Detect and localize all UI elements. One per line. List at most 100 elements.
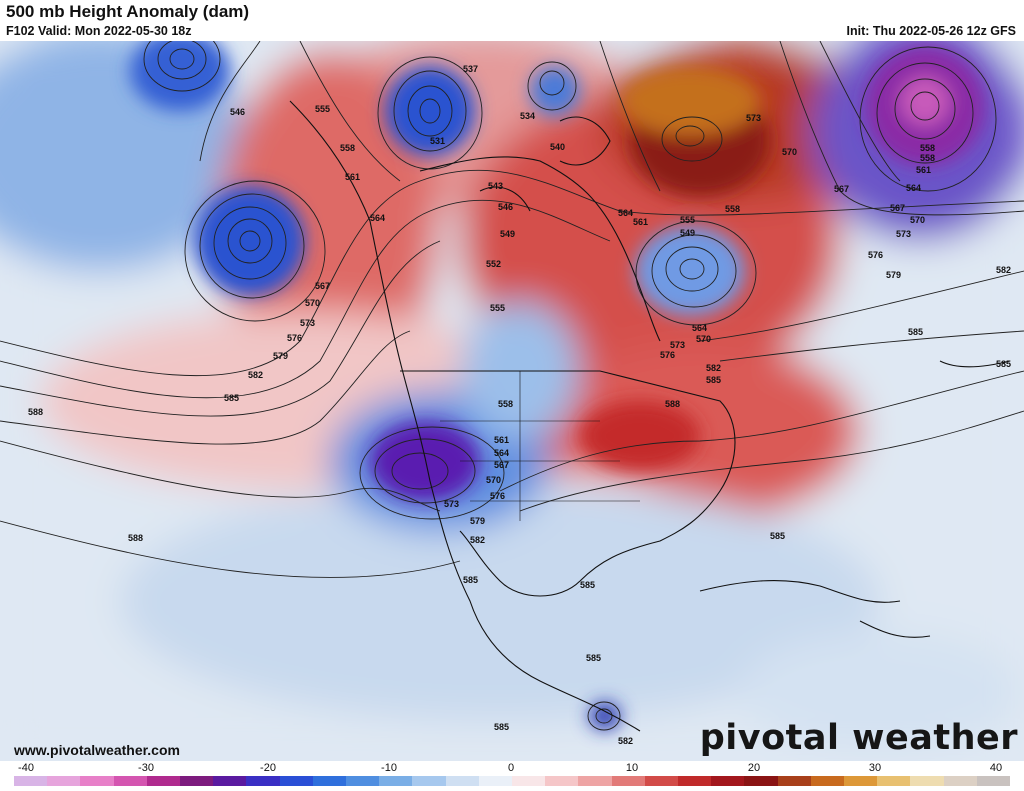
- contour-label: 555: [490, 303, 505, 313]
- contour-label: 582: [706, 363, 721, 373]
- contour-label: 588: [128, 533, 143, 543]
- coastlines: [289, 100, 1011, 732]
- contour-label: 570: [486, 475, 501, 485]
- colorbar-segment: [744, 776, 778, 786]
- colorbar-segment: [545, 776, 579, 786]
- colorbar-segment: [943, 776, 977, 786]
- colorbar-segment: [910, 776, 944, 786]
- contour-label: 564: [494, 448, 509, 458]
- contour-label: 573: [746, 113, 761, 123]
- colorbar-segment: [14, 776, 48, 786]
- contour-label: 558: [920, 153, 935, 163]
- colorbar-segment: [611, 776, 645, 786]
- valid-time: F102 Valid: Mon 2022-05-30 18z: [6, 24, 192, 38]
- contour-label: 585: [996, 359, 1011, 369]
- contour-label: 558: [920, 143, 935, 153]
- contour-label: 543: [488, 181, 503, 191]
- contour-label: 576: [287, 333, 302, 343]
- brand-logo: pivotal weather: [699, 718, 1018, 758]
- colorbar-segment: [777, 776, 811, 786]
- contour-label: 585: [224, 393, 239, 403]
- contour-label: 582: [996, 265, 1011, 275]
- colorbar-segment: [412, 776, 446, 786]
- colorbar: -40 -30 -20 -10 0 10 20 30 40: [14, 762, 1011, 791]
- anomaly-cores: [130, 41, 985, 730]
- colorbar-tick: 0: [507, 762, 515, 774]
- contour-label: 552: [486, 259, 501, 269]
- contour-label: 585: [586, 653, 601, 663]
- colorbar-segment: [113, 776, 147, 786]
- colorbar-tick: 20: [747, 762, 761, 774]
- colorbar-segment: [810, 776, 845, 786]
- colorbar-segment: [644, 776, 679, 786]
- contour-label: 564: [692, 323, 707, 333]
- contour-label: 582: [248, 370, 263, 380]
- contour-label: 579: [273, 351, 288, 361]
- anomaly-map: 546 555 558 561 564 567 570 573 576 579 …: [0, 41, 1024, 761]
- contour-label: 585: [494, 722, 509, 732]
- contour-label: 567: [494, 460, 509, 470]
- colorbar-segment: [312, 776, 347, 786]
- contour-label: 546: [498, 202, 513, 212]
- colorbar-segment: [346, 776, 380, 786]
- contour-label: 540: [550, 142, 565, 152]
- contour-label: 570: [910, 215, 925, 225]
- contour-label: 555: [315, 104, 330, 114]
- colorbar-segment: [180, 776, 214, 786]
- contour-label: 576: [660, 350, 675, 360]
- colorbar-segment: [711, 776, 745, 786]
- contour-label: 561: [494, 435, 509, 445]
- init-time: Init: Thu 2022-05-26 12z GFS: [846, 24, 1017, 38]
- contour-label: 579: [470, 516, 485, 526]
- colorbar-tick: -10: [381, 762, 397, 774]
- colorbar-gradient: [14, 776, 1011, 786]
- colorbar-segment: [678, 776, 712, 786]
- contour-label: 561: [633, 217, 648, 227]
- contour-labels: 546 555 558 561 564 567 570 573 576 579 …: [28, 64, 1011, 746]
- colorbar-tick: -20: [260, 762, 276, 774]
- colorbar-tick: 40: [989, 762, 1003, 774]
- colorbar-tick: -30: [138, 762, 154, 774]
- contour-label: 531: [430, 136, 445, 146]
- colorbar-segment: [877, 776, 911, 786]
- contour-label: 579: [886, 270, 901, 280]
- contour-label: 564: [618, 208, 633, 218]
- contour-label: 588: [28, 407, 43, 417]
- colorbar-segment: [146, 776, 181, 786]
- colorbar-segment: [578, 776, 612, 786]
- colorbar-segment: [844, 776, 878, 786]
- contour-label: 567: [315, 281, 330, 291]
- contour-label: 585: [706, 375, 721, 385]
- contour-label: 570: [782, 147, 797, 157]
- contour-label: 546: [230, 107, 245, 117]
- contour-label: 573: [896, 229, 911, 239]
- contour-label: 558: [340, 143, 355, 153]
- contour-label: 561: [345, 172, 360, 182]
- contour-label: 582: [618, 736, 633, 746]
- contour-label: 570: [696, 334, 711, 344]
- contour-label: 558: [498, 399, 513, 409]
- contour-label: 576: [490, 491, 505, 501]
- colorbar-segment: [279, 776, 313, 786]
- contour-label: 588: [665, 399, 680, 409]
- contour-label: 567: [834, 184, 849, 194]
- contour-label: 570: [305, 298, 320, 308]
- contour-label: 576: [868, 250, 883, 260]
- colorbar-segment: [445, 776, 479, 786]
- contour-label: 585: [580, 580, 595, 590]
- colorbar-segment: [47, 776, 81, 786]
- contour-label: 549: [500, 229, 515, 239]
- contour-label: 561: [916, 165, 931, 175]
- contour-label: 564: [370, 213, 385, 223]
- colorbar-segment: [379, 776, 413, 786]
- contour-label: 585: [908, 327, 923, 337]
- colorbar-tick: 30: [868, 762, 882, 774]
- source-url: www.pivotalweather.com: [14, 742, 180, 758]
- contour-label: 534: [520, 111, 535, 121]
- contour-label: 582: [470, 535, 485, 545]
- colorbar-segment: [478, 776, 513, 786]
- contour-label: 585: [770, 531, 785, 541]
- contour-label: 567: [890, 203, 905, 213]
- colorbar-segment: [80, 776, 114, 786]
- contour-label: 585: [463, 575, 478, 585]
